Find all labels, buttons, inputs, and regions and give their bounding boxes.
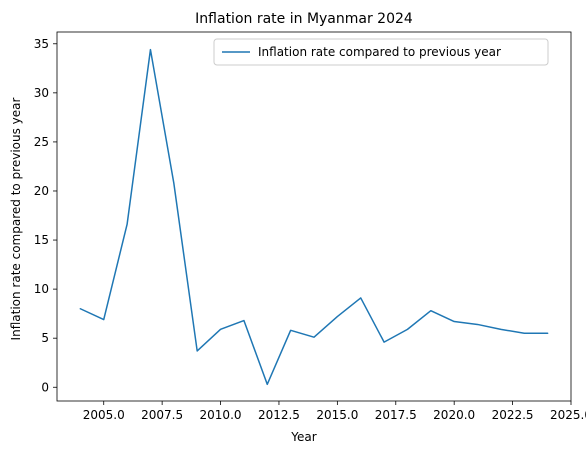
y-axis: 0 5 10 15 20 25 30 35 [34,37,57,394]
y-axis-label: Inflation rate compared to previous year [9,97,23,340]
y-tick-label: 35 [34,37,49,51]
series-line-0 [79,48,549,386]
x-tick-label: 2025.0 [550,408,586,422]
x-tick-label: 2017.5 [375,408,417,422]
x-tick-label: 2015.0 [316,408,358,422]
x-tick-label: 2020.0 [433,408,475,422]
legend-box [213,38,549,66]
legend: Inflation rate compared to previous year [213,38,549,66]
y-tick-label: 5 [41,331,49,345]
chart-title: Inflation rate in Myanmar 2024 [195,11,413,27]
series-layer [79,48,549,386]
plot-frame [56,31,572,402]
y-tick-label: 30 [34,86,49,100]
y-tick-label: 0 [41,380,49,394]
x-tick-label: 2005.0 [83,408,125,422]
x-tick-label: 2010.0 [200,408,242,422]
y-tick-label: 10 [34,282,49,296]
x-tick-label: 2007.5 [141,408,183,422]
y-tick-label: 20 [34,184,49,198]
y-tick-label: 25 [34,135,49,149]
x-tick-label: 2022.5 [492,408,534,422]
x-tick-label: 2012.5 [258,408,300,422]
plot-area [56,31,572,402]
legend-label: Inflation rate compared to previous year [258,45,501,59]
y-tick-label: 15 [34,233,49,247]
x-axis-label: Year [290,430,316,444]
x-axis: 2005.0 2007.5 2010.0 2012.5 2015.0 2017.5 2020… [83,401,586,422]
